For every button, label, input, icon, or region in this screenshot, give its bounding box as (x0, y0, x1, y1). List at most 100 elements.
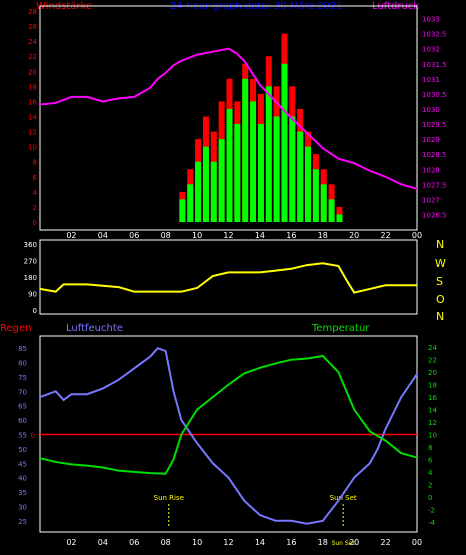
pressure-axis-tick: 1032.5 (422, 31, 447, 39)
temperature-axis-tick: 20 (428, 369, 437, 377)
wind-axis-tick: 16 (28, 98, 37, 106)
wind-axis-tick: 4 (33, 189, 38, 197)
direction-axis-tick: 180 (24, 274, 37, 282)
rain-axis-tick: 0 (31, 432, 35, 440)
wind-bar (226, 108, 233, 222)
wind-axis-tick: 14 (28, 114, 37, 122)
wind-bar (242, 78, 249, 222)
time-axis-tick: 18 (318, 538, 328, 547)
wind-bar (234, 124, 241, 222)
pressure-axis-tick: 1026.5 (422, 211, 447, 219)
pressure-axis-tick: 1029 (422, 136, 440, 144)
humidity-axis-tick: 65 (18, 403, 27, 411)
pressure-axis-tick: 1030 (422, 106, 440, 114)
time-axis-tick: 00 (412, 231, 422, 240)
humidity-axis-tick: 35 (18, 489, 27, 497)
temperature-axis-tick: 12 (428, 419, 437, 427)
wind-bar (336, 214, 343, 222)
compass-n-top: N (436, 238, 444, 251)
pressure-axis-tick: 1033 (422, 16, 440, 24)
wind-bar (218, 139, 225, 222)
pressure-axis-tick: 1028.5 (422, 151, 447, 159)
time-axis-tick: 22 (380, 231, 390, 240)
time-axis-tick: 10 (192, 231, 202, 240)
time-axis-tick: 04 (98, 231, 108, 240)
compass-w: W (435, 257, 446, 270)
humidity-line (39, 347, 418, 525)
luftfeuchte-label: Luftfeuchte (66, 323, 123, 334)
wind-bar (305, 146, 312, 222)
pressure-axis-tick: 1031.5 (422, 61, 447, 69)
compass-o: O (436, 293, 445, 306)
wind-axis-tick: 0 (33, 219, 37, 227)
temperature-axis-tick: 6 (428, 456, 433, 464)
humidity-axis-tick: 70 (18, 388, 27, 396)
pressure-axis-tick: 1030.5 (422, 91, 447, 99)
time-axis-tick: 16 (286, 538, 296, 547)
time-axis-tick: 12 (223, 538, 233, 547)
direction-axis-tick: 90 (28, 291, 37, 299)
wind-pressure-frame (39, 5, 418, 231)
wind-axis-tick: 24 (28, 38, 37, 46)
pressure-axis-tick: 1031 (422, 76, 440, 84)
wind-bar (265, 86, 272, 222)
time-axis-tick: 06 (129, 538, 139, 547)
temperature-axis-tick: 4 (428, 469, 433, 477)
temperatur-label: Temperatur (311, 323, 370, 334)
temperature-axis-tick: -4 (428, 519, 436, 527)
wind-axis-tick: 8 (33, 159, 37, 167)
temperature-axis-tick: 14 (428, 407, 437, 415)
pressure-axis-tick: 1029.5 (422, 121, 447, 129)
direction-axis-tick: 270 (24, 258, 37, 266)
time-axis-tick: 08 (161, 538, 171, 547)
sunrise-label: Sun Rise (154, 494, 184, 502)
sunset-time-label: Sun Set (332, 540, 356, 547)
wind-bar (257, 124, 264, 222)
wind-bar (289, 116, 296, 222)
sunset-label: Sun Set (330, 494, 357, 502)
temperature-axis-tick: 16 (428, 394, 437, 402)
humidity-axis-tick: 45 (18, 460, 27, 468)
direction-line (39, 262, 417, 294)
direction-axis-tick: 0 (33, 307, 37, 315)
regen-label: Regen (0, 323, 32, 334)
temperature-line (39, 354, 418, 475)
time-axis-tick: 18 (318, 231, 328, 240)
wind-bar (297, 131, 304, 222)
wind-bar (250, 101, 257, 222)
humidity-temperature-chart: 25303540455055606570758085-4-20246810121… (18, 344, 437, 547)
wind-bar (179, 199, 186, 222)
temperature-axis-tick: 18 (428, 382, 437, 390)
wind-axis-tick: 12 (28, 129, 37, 137)
time-axis-tick: 12 (223, 231, 233, 240)
wind-bar (328, 199, 335, 222)
wind-bar (187, 184, 194, 222)
time-axis-tick: 20 (349, 231, 359, 240)
humidity-axis-tick: 80 (18, 360, 27, 368)
time-axis-tick: 16 (286, 231, 296, 240)
wind-bar (210, 161, 217, 222)
pressure-line (39, 47, 418, 190)
direction-frame (39, 239, 418, 315)
humidity-axis-tick: 55 (18, 432, 27, 440)
time-axis-tick: 06 (129, 231, 139, 240)
compass-n-bottom: N (436, 310, 444, 323)
time-axis-tick: 14 (255, 538, 265, 547)
humidity-axis-tick: 85 (18, 345, 27, 353)
wind-bar (281, 63, 288, 222)
wind-bar (195, 161, 202, 222)
wind-axis-tick: 10 (28, 144, 37, 152)
wind-axis-tick: 22 (28, 53, 37, 61)
temperature-axis-tick: 24 (428, 344, 437, 352)
humidity-axis-tick: 60 (18, 417, 27, 425)
wind-bar (202, 146, 209, 222)
wind-pressure-chart: 02468101214161820222426281026.510271027.… (28, 8, 446, 240)
wind-bar (312, 169, 319, 222)
wind-axis-tick: 26 (28, 23, 37, 31)
time-axis-tick: 22 (380, 538, 390, 547)
temperature-axis-tick: 0 (428, 494, 432, 502)
compass-s: S (436, 275, 443, 288)
wind-direction-chart: 0 90 180 270 360 (24, 241, 417, 315)
